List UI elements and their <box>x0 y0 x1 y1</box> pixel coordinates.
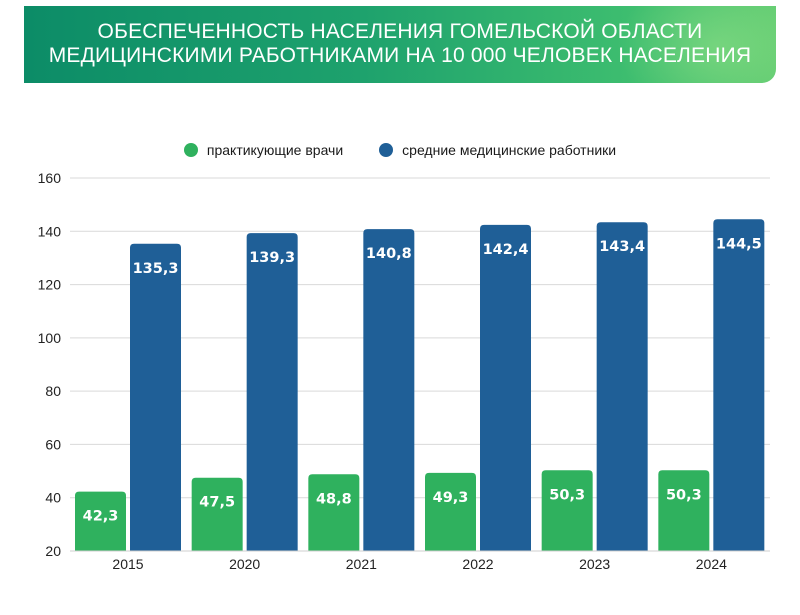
y-tick-label: 20 <box>45 543 61 559</box>
chart-title: ОБЕСПЕЧЕННОСТЬ НАСЕЛЕНИЯ ГОМЕЛЬСКОЙ ОБЛА… <box>24 20 776 68</box>
title-banner: ОБЕСПЕЧЕННОСТЬ НАСЕЛЕНИЯ ГОМЕЛЬСКОЙ ОБЛА… <box>24 6 776 83</box>
bar-nurses <box>480 224 531 552</box>
bar-nurses <box>713 219 765 551</box>
data-label-doctors: 50,3 <box>666 487 702 503</box>
data-label-doctors: 49,3 <box>433 490 469 506</box>
chart-title-line-1: ОБЕСПЕЧЕННОСТЬ НАСЕЛЕНИЯ ГОМЕЛЬСКОЙ ОБЛА… <box>97 20 703 43</box>
bar-nurses <box>596 222 648 551</box>
data-label-nurses: 135,3 <box>133 261 179 277</box>
bar-doctors <box>191 477 243 551</box>
legend-label-doctors: практикующие врачи <box>206 142 344 158</box>
y-tick-label: 100 <box>38 330 62 346</box>
x-tick-label: 2020 <box>229 556 260 572</box>
legend-item-nurses: средние медицинские работники <box>379 142 616 158</box>
legend-label-nurses: средние медицинские работники <box>402 142 617 158</box>
y-tick-label: 160 <box>38 170 62 186</box>
data-label-doctors: 48,8 <box>316 491 352 507</box>
data-label-nurses: 144,5 <box>716 236 762 252</box>
bar-doctors <box>308 474 360 551</box>
bar-nurses <box>246 233 298 552</box>
y-tick-label: 80 <box>45 383 61 399</box>
bar-doctors <box>425 472 476 551</box>
x-tick-label: 2024 <box>696 556 727 572</box>
data-label-doctors: 50,3 <box>549 487 585 503</box>
data-label-doctors: 47,5 <box>199 495 235 511</box>
data-label-nurses: 140,8 <box>366 246 412 262</box>
legend-marker-doctors <box>183 143 198 157</box>
x-tick-label: 2015 <box>112 556 143 572</box>
data-label-nurses: 139,3 <box>249 250 295 266</box>
bar-nurses <box>363 229 415 551</box>
x-tick-label: 2023 <box>579 556 610 572</box>
legend-item-doctors: практикующие врачи <box>183 142 344 158</box>
bar-doctors <box>658 470 710 551</box>
legend-marker-nurses <box>379 143 394 157</box>
x-tick-label: 2021 <box>346 556 377 572</box>
data-label-nurses: 143,4 <box>599 239 645 255</box>
data-label-doctors: 42,3 <box>83 509 119 525</box>
y-tick-label: 60 <box>45 436 61 452</box>
y-tick-label: 120 <box>38 277 62 293</box>
y-tick-label: 40 <box>45 490 61 506</box>
bar-nurses <box>130 243 181 551</box>
x-tick-label: 2022 <box>462 556 493 572</box>
chart-title-line-2: МЕДИЦИНСКИМИ РАБОТНИКАМИ НА 10 000 ЧЕЛОВ… <box>48 44 752 67</box>
bar-doctors <box>75 491 126 551</box>
chart-legend: практикующие врачи средние медицинские р… <box>0 139 800 161</box>
bar-doctors <box>541 470 593 551</box>
data-label-nurses: 142,4 <box>483 242 529 258</box>
y-tick-label: 140 <box>38 223 62 239</box>
